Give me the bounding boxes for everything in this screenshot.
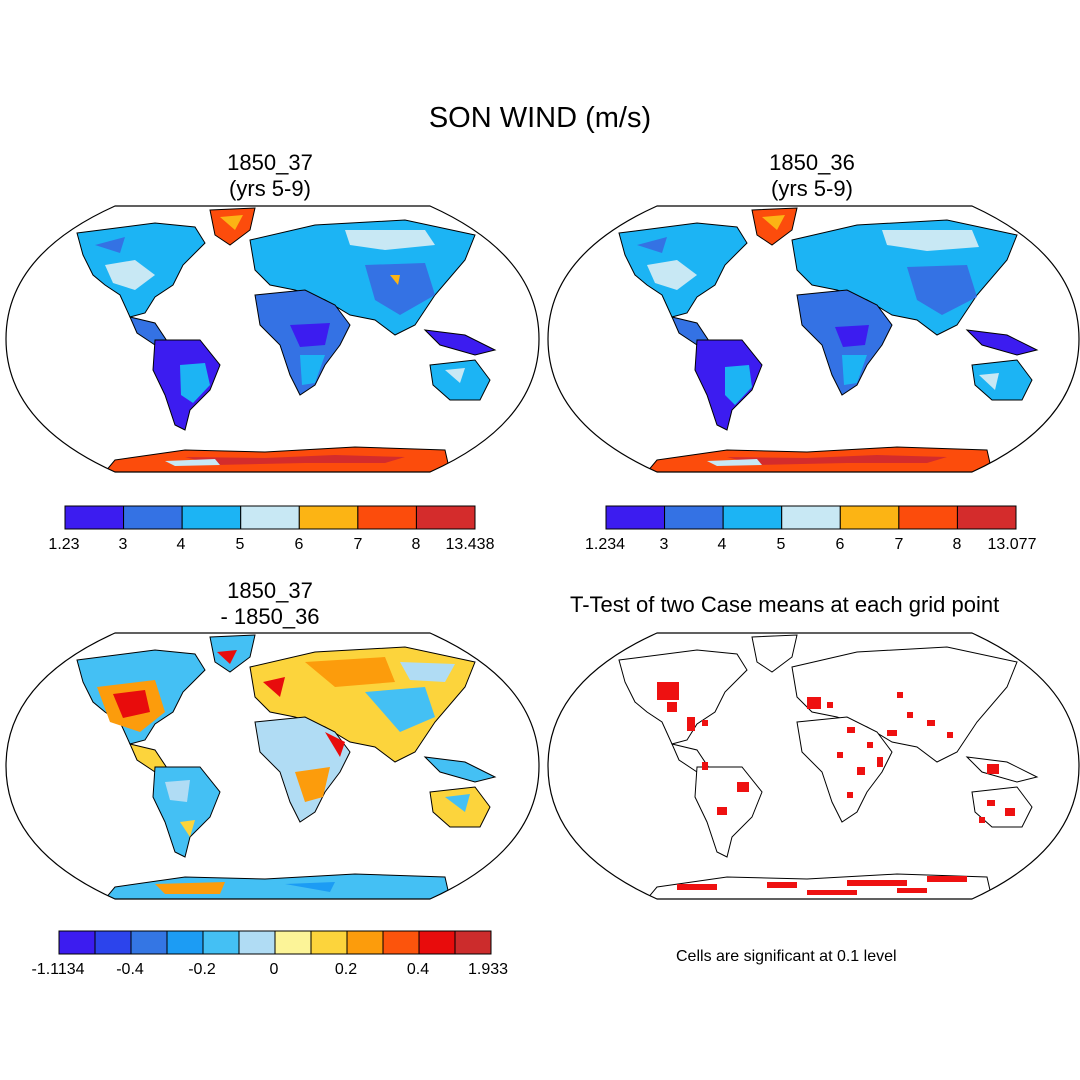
colorbar-2-tick: 13.077 [987, 536, 1037, 553]
colorbar-swatch [298, 505, 359, 530]
africa [254, 716, 351, 823]
map-panel-1 [5, 205, 540, 473]
colorbar-3-tick: 1.933 [467, 961, 509, 978]
north-america [618, 649, 748, 745]
panel-2-title-line2: (yrs 5-9) [771, 176, 853, 201]
colorbar-2-tick: 8 [952, 536, 962, 553]
south-america [694, 766, 763, 858]
map-4-svg [547, 632, 1080, 900]
map-panel-4 [547, 632, 1080, 900]
colorbar-swatch [722, 505, 783, 530]
panel-2-title-line1: 1850_36 [769, 150, 855, 175]
colorbar-3-tick: -1.1134 [31, 961, 85, 978]
map-1-fill [76, 207, 497, 472]
colorbar-swatch [346, 930, 384, 955]
panel-1-title-line2: (yrs 5-9) [229, 176, 311, 201]
colorbar-1-tick: 5 [235, 536, 245, 553]
eurasia [791, 219, 1018, 336]
colorbar-swatch [418, 930, 456, 955]
colorbar-2-tick: 6 [835, 536, 845, 553]
colorbar-swatch [898, 505, 958, 530]
panel-1-title: 1850_37 (yrs 5-9) [120, 150, 420, 202]
panel-3-title-line2: - 1850_36 [220, 604, 320, 629]
colorbar-1-svg [64, 505, 476, 530]
colorbar-2-svg [605, 505, 1017, 530]
colorbar-1-tick: 13.438 [445, 536, 495, 553]
colorbar-swatch [605, 505, 666, 530]
panel-3-title-line1: 1850_37 [227, 578, 313, 603]
eurasia [791, 646, 1018, 763]
colorbar-3-svg [58, 930, 492, 955]
map-1-svg [5, 205, 540, 473]
map-2-fill [618, 207, 1039, 472]
colorbar-3-tick: 0.2 [334, 961, 358, 978]
colorbar-2-tick: 3 [659, 536, 669, 553]
colorbar-3-tick: 0 [269, 961, 279, 978]
map-panel-2 [547, 205, 1080, 473]
colorbar-swatch [166, 930, 204, 955]
map-3-svg [5, 632, 540, 900]
colorbar-1-tick: 4 [176, 536, 186, 553]
colorbar-swatch [274, 930, 312, 955]
colorbar-1 [64, 505, 476, 530]
colorbar-swatch [415, 505, 476, 530]
colorbar-swatch [382, 930, 420, 955]
colorbar-swatch [64, 505, 125, 530]
antarctica [103, 873, 451, 899]
colorbar-1-tick: 1.23 [48, 536, 80, 553]
colorbar-3 [58, 930, 492, 955]
colorbar-3-tick: -0.4 [116, 961, 144, 978]
figure-title: SON WIND (m/s) [428, 102, 652, 134]
colorbar-swatch [94, 930, 132, 955]
map-4-fill [618, 634, 1039, 899]
colorbar-swatch [58, 930, 96, 955]
eurasia [249, 219, 476, 336]
colorbar-1-tick: 8 [411, 536, 421, 553]
colorbar-swatch [664, 505, 724, 530]
colorbar-2-tick: 5 [776, 536, 786, 553]
colorbar-swatch [240, 505, 300, 530]
colorbar-3-tick: 0.4 [406, 961, 430, 978]
colorbar-swatch [357, 505, 417, 530]
colorbar-2-tick: 7 [894, 536, 904, 553]
australia [971, 786, 1033, 828]
colorbar-swatch [238, 930, 276, 955]
map-3-fill [76, 634, 497, 899]
significant-cells [657, 682, 1015, 895]
colorbar-swatch [839, 505, 900, 530]
greenland [751, 634, 798, 673]
colorbar-swatch [181, 505, 242, 530]
significance-note: Cells are significant at 0.1 level [676, 948, 897, 965]
panel-4-title: T-Test of two Case means at each grid po… [570, 592, 1000, 617]
colorbar-1-tick: 6 [294, 536, 304, 553]
colorbar-3-tick: -0.2 [188, 961, 216, 978]
map-panel-3 [5, 632, 540, 900]
colorbar-swatch [956, 505, 1017, 530]
colorbar-swatch [781, 505, 841, 530]
panel-1-title-line1: 1850_37 [227, 150, 313, 175]
colorbar-2-tick: 4 [717, 536, 727, 553]
colorbar-swatch [130, 930, 168, 955]
colorbar-2 [605, 505, 1017, 530]
map-2-svg [547, 205, 1080, 473]
panel-3-title: 1850_37 - 1850_36 [120, 578, 420, 630]
colorbar-1-tick: 3 [118, 536, 128, 553]
colorbar-swatch [123, 505, 183, 530]
colorbar-1-tick: 7 [353, 536, 363, 553]
colorbar-2-tick: 1.234 [584, 536, 626, 553]
australia [971, 359, 1033, 401]
colorbar-swatch [202, 930, 240, 955]
africa [796, 716, 893, 823]
colorbar-swatch [310, 930, 348, 955]
colorbar-swatch [454, 930, 492, 955]
panel-2-title: 1850_36 (yrs 5-9) [662, 150, 962, 202]
